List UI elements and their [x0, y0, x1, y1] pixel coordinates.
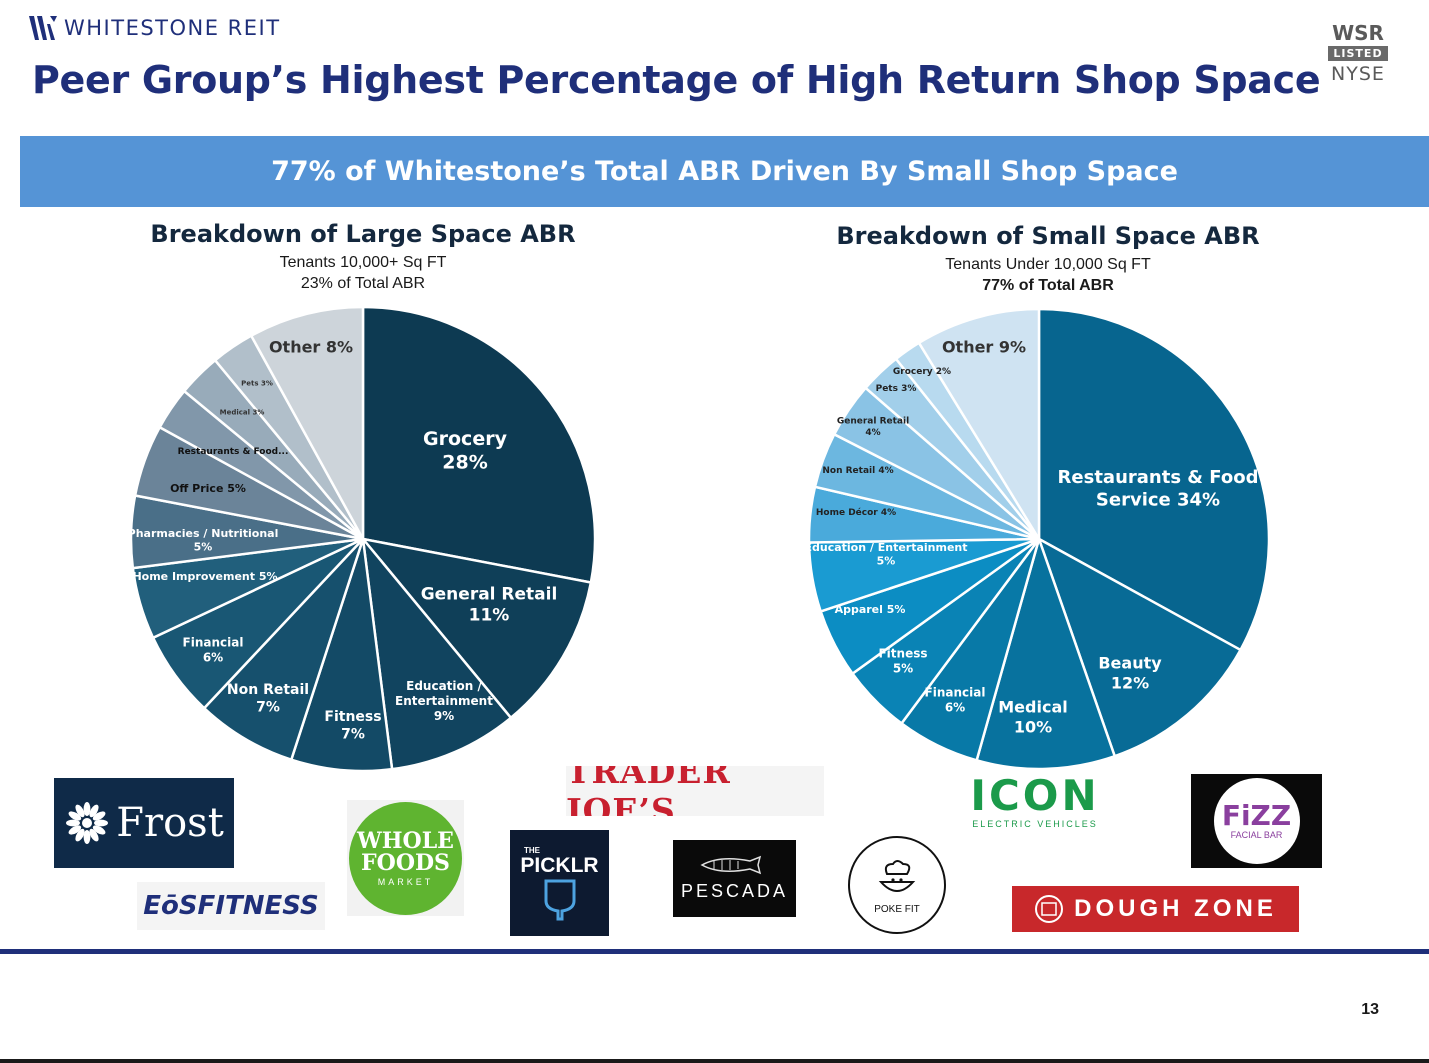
poke-fit-logo: POKE FIT: [848, 836, 946, 934]
trader-joes-text: TRADER JOE’S: [566, 766, 731, 816]
poke-fit-chef-icon: [878, 859, 916, 892]
footer-divider: [0, 949, 1429, 954]
large-pie-slice-0: [361, 305, 597, 584]
brand-name: WHITESTONE REIT: [64, 16, 281, 40]
eos-fitness-text: EōSFITNESS: [143, 891, 319, 921]
ticker-listed: LISTED: [1328, 46, 1388, 61]
small-pie-slice-0: [1037, 307, 1271, 652]
small-pie-label-3: Financial 6%: [925, 686, 986, 715]
pescada-fish-icon: [699, 855, 761, 875]
picklr-text: PICKLR: [520, 853, 599, 877]
small-space-chart-subtitle: Tenants Under 10,000 Sq FT: [945, 256, 1151, 273]
large-pie-slice-4: [202, 538, 365, 762]
whitestone-mark-icon: [29, 16, 57, 40]
whole-foods-logo: WHOLE FOODS MARKET: [347, 800, 464, 916]
whole-foods-circle: WHOLE FOODS MARKET: [349, 801, 462, 915]
large-space-chart-header: Breakdown of Large Space ABR Tenants 10,…: [103, 220, 623, 294]
whole-foods-text-2: FOODS: [361, 849, 450, 876]
frost-snowflake-icon: [66, 802, 109, 844]
small-space-chart-header: Breakdown of Small Space ABR Tenants Und…: [788, 222, 1308, 296]
brand-logo: WHITESTONE REIT: [28, 14, 281, 42]
bottom-bar: [0, 1059, 1429, 1063]
small-pie-label-2: Medical 10%: [998, 698, 1067, 737]
small-pie-slice-12: [917, 307, 1041, 544]
large-pie-label-9: Restaurants & Food...: [178, 447, 289, 457]
small-pie-label-12: Other 9%: [942, 338, 1026, 357]
large-pie-label-4: Non Retail 7%: [227, 682, 309, 716]
eos-fitness-logo: EōSFITNESS: [137, 882, 325, 930]
small-pie-label-10: Pets 3%: [876, 384, 917, 394]
frost-logo: Frost: [54, 778, 234, 868]
large-pie-slice-2: [361, 534, 513, 771]
small-pie-label-5: Apparel 5%: [835, 603, 906, 616]
large-space-chart-subtitle: Tenants 10,000+ Sq FT: [279, 254, 447, 271]
large-pie-slice-1: [359, 537, 593, 720]
icon-ev-text: ICON: [970, 772, 1100, 820]
small-pie-label-6: Education / Entertainment 5%: [804, 541, 967, 568]
large-pie-slice-12: [249, 305, 365, 540]
large-pie-label-5: Financial 6%: [183, 636, 244, 665]
fizz-subtext: FACIAL BAR: [1230, 830, 1283, 840]
icon-ev-subtext: ELECTRIC VEHICLES: [972, 819, 1098, 829]
fizz-logo: FiZZ FACIAL BAR: [1191, 774, 1322, 868]
trader-joes-logo: TRADER JOE’S: [566, 766, 824, 816]
large-pie-label-1: General Retail 11%: [421, 584, 558, 625]
large-pie-label-8: Off Price 5%: [170, 482, 246, 495]
page-title: Peer Group’s Highest Percentage of High …: [32, 58, 1321, 102]
large-pie-label-0: Grocery 28%: [423, 428, 508, 474]
whole-foods-text-3: MARKET: [377, 876, 434, 887]
icon-ev-logo: ICON ELECTRIC VEHICLES: [955, 772, 1115, 832]
small-pie-slice-2: [975, 534, 1117, 771]
poke-fit-text: POKE FIT: [874, 903, 920, 915]
whole-foods-text-1: WHOLE: [357, 827, 454, 854]
small-pie-label-0: Restaurants & Food Service 34%: [1058, 467, 1259, 511]
dough-zone-emblem-icon: [1035, 895, 1064, 923]
pescada-text: PESCADA: [680, 881, 789, 901]
dough-zone-logo: DOUGH ZONE: [1012, 886, 1299, 932]
large-pie-slice-3: [289, 538, 394, 773]
small-space-chart-share: 77% of Total ABR: [982, 277, 1114, 294]
large-pie-label-7: Pharmacies / Nutritional 5%: [128, 527, 279, 554]
page-number: 13: [1361, 1001, 1379, 1018]
frost-logo-text: Frost: [116, 800, 224, 846]
large-pie-label-10: Medical 3%: [220, 408, 265, 416]
ticker-symbol: WSR: [1332, 21, 1384, 45]
large-pie-label-6: Home Improvement 5%: [132, 570, 277, 583]
small-pie-slice-1: [1036, 536, 1243, 758]
banner: 77% of Whitestone’s Total ABR Driven By …: [20, 136, 1429, 207]
ticker-exchange: NYSE: [1331, 63, 1385, 85]
large-pie-label-11: Pets 3%: [241, 379, 273, 387]
small-space-chart-title: Breakdown of Small Space ABR: [836, 222, 1260, 250]
fizz-text: FiZZ: [1221, 799, 1292, 832]
small-pie-label-11: Grocery 2%: [893, 367, 951, 377]
large-pie-label-12: Other 8%: [269, 338, 353, 357]
large-space-chart-share: 23% of Total ABR: [300, 275, 426, 292]
large-space-chart-title: Breakdown of Large Space ABR: [150, 220, 576, 248]
picklr-paddle-icon: [544, 879, 575, 920]
ticker-badge: WSR LISTED NYSE: [1325, 22, 1391, 85]
small-pie-label-4: Fitness 5%: [878, 647, 927, 676]
picklr-logo: THE PICKLR: [510, 830, 609, 936]
large-pie-label-3: Fitness 7%: [324, 709, 381, 743]
small-pie-label-9: General Retail 4%: [837, 417, 909, 438]
picklr-the-text: THE: [524, 845, 540, 855]
fizz-circle: FiZZ FACIAL BAR: [1213, 778, 1300, 864]
pescada-logo: PESCADA: [673, 840, 796, 917]
small-pie-label-8: Non Retail 4%: [822, 466, 893, 476]
large-pie-label-2: Education / Entertainment 9%: [395, 679, 493, 723]
small-pie-label-1: Beauty 12%: [1098, 654, 1162, 693]
banner-text: 77% of Whitestone’s Total ABR Driven By …: [271, 156, 1178, 187]
dough-zone-text: DOUGH ZONE: [1074, 895, 1277, 922]
small-pie-label-7: Home Décor 4%: [816, 507, 896, 518]
